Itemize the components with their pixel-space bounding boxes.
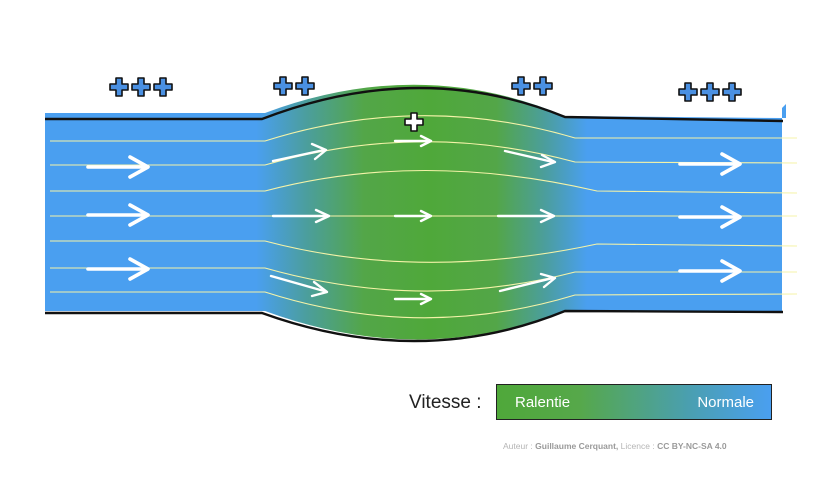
pressure-marker-outlet — [678, 82, 742, 102]
legend-gradient-bar: Ralentie Normale — [496, 384, 772, 420]
arrow-icon — [86, 203, 150, 227]
plus-icon — [109, 77, 129, 97]
arrow-icon — [86, 155, 150, 179]
arrow-icon — [271, 208, 331, 224]
pressure-markers — [109, 76, 742, 132]
credit-license-prefix: Licence : — [620, 441, 655, 451]
tube-top-cap — [782, 104, 786, 118]
velocity-arrows — [86, 134, 742, 306]
plus-icon — [511, 76, 531, 96]
credit-line: Auteur : Guillaume Cerquant, Licence : C… — [503, 441, 727, 451]
plus-icon — [678, 82, 698, 102]
arrow-icon — [678, 205, 742, 229]
arrow-icon — [678, 152, 742, 176]
credit-author-prefix: Auteur : — [503, 441, 533, 451]
arrow-icon — [269, 274, 329, 298]
plus-icon — [131, 77, 151, 97]
plus-icon — [273, 76, 293, 96]
legend-low-label: Ralentie — [515, 394, 571, 411]
arrow-icon — [393, 209, 433, 223]
arrow-icon — [496, 208, 556, 224]
plus-icon — [153, 77, 173, 97]
pressure-marker-constriction-in — [273, 76, 315, 96]
arrow-icon — [86, 257, 150, 281]
pressure-marker-inlet — [109, 77, 173, 97]
plus-icon — [533, 76, 553, 96]
legend-high-label: Normale — [697, 394, 754, 411]
credit-author: Guillaume Cerquant, — [535, 441, 619, 451]
plus-icon — [722, 82, 742, 102]
arrow-icon — [678, 259, 742, 283]
arrow-icon — [393, 134, 433, 148]
credit-license: CC BY-NC-SA 4.0 — [657, 441, 727, 451]
plus-icon — [295, 76, 315, 96]
pressure-marker-center — [404, 112, 424, 132]
arrow-icon — [498, 272, 557, 293]
arrow-icon — [271, 142, 328, 163]
arrow-icon — [503, 149, 557, 169]
pressure-marker-constriction-out — [511, 76, 553, 96]
top-wall — [45, 86, 784, 123]
plus-icon — [404, 112, 424, 132]
legend-title: Vitesse : — [409, 392, 482, 413]
bottom-wall — [45, 309, 784, 343]
arrow-icon — [393, 292, 433, 306]
plus-icon — [700, 82, 720, 102]
tube-body — [45, 84, 782, 340]
